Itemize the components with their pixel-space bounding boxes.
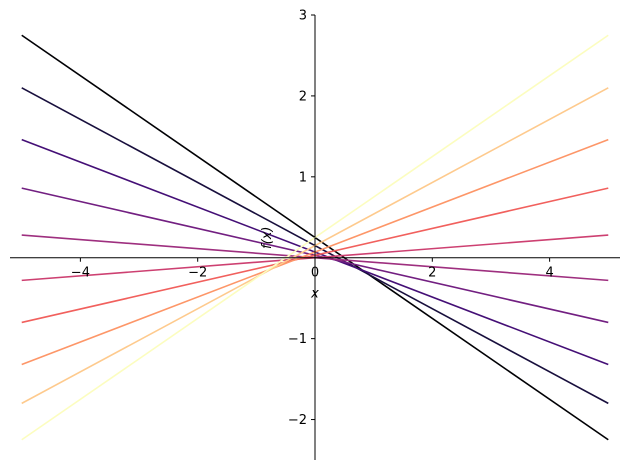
y-axis-label: f(x) <box>260 227 275 249</box>
y-ticks: −2 −1 1 2 3 <box>288 9 315 428</box>
x-tick-label: 0 <box>311 266 319 281</box>
y-tick-label: 3 <box>299 9 307 24</box>
y-tick-label: 2 <box>299 89 307 104</box>
x-tick-label: −2 <box>188 266 207 281</box>
x-tick-label: 4 <box>545 266 553 281</box>
x-axis-label: x <box>310 287 319 302</box>
x-ticks: −4 −2 0 2 4 <box>71 257 554 281</box>
y-tick-label: 1 <box>299 170 307 185</box>
y-tick-label: −1 <box>288 332 307 347</box>
x-tick-label: −4 <box>71 266 90 281</box>
y-tick-label: −2 <box>288 413 307 428</box>
x-tick-label: 2 <box>428 266 436 281</box>
axes-layer <box>10 15 620 460</box>
